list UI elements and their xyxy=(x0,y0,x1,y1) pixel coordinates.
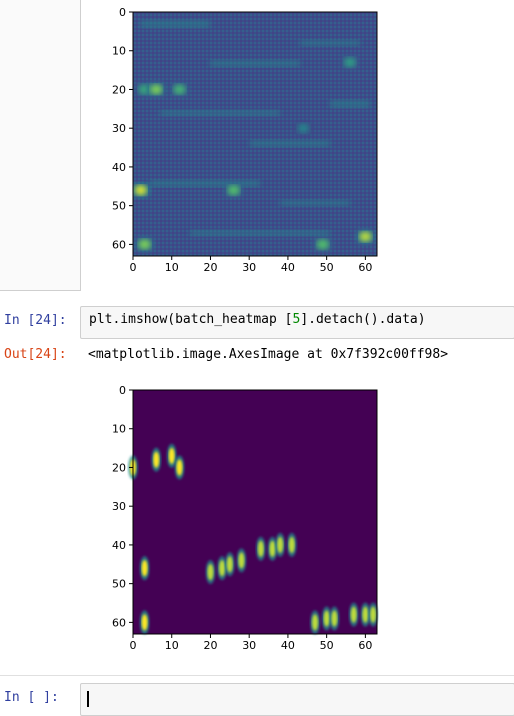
heatmap-streak xyxy=(330,100,370,108)
x-tick-label: 50 xyxy=(320,261,334,274)
x-tick-label: 30 xyxy=(242,261,256,274)
heatmap-background xyxy=(133,390,377,634)
heatmap-hotspot xyxy=(370,606,377,623)
heatmap-hotspot xyxy=(316,239,329,250)
heatmap-streak xyxy=(300,40,360,46)
x-tick-label: 20 xyxy=(203,639,217,652)
heatmap-hotspot xyxy=(173,84,186,95)
x-tick-label: 0 xyxy=(130,261,137,274)
heatmap-hotspot xyxy=(219,560,226,577)
heatmap-hotspot xyxy=(331,610,338,627)
y-tick-label: 60 xyxy=(112,616,126,629)
y-tick-label: 50 xyxy=(112,578,126,591)
text-cursor xyxy=(87,691,89,707)
heatmap-hotspot xyxy=(226,556,233,573)
heatmap-hotspot xyxy=(150,84,163,95)
heatmap-streak xyxy=(140,20,210,28)
heatmap-hotspot xyxy=(288,536,295,553)
empty-cell-input-prompt: In [ ]: xyxy=(4,690,59,705)
x-tick-label: 10 xyxy=(165,261,179,274)
heatmap-hotspot xyxy=(138,239,151,250)
plot-frame xyxy=(132,11,378,257)
heatmap-hotspot xyxy=(141,560,148,577)
cell-24-output-prompt: Out[24]: xyxy=(4,347,67,362)
y-tick-label: 40 xyxy=(112,539,126,552)
x-tick-label: 0 xyxy=(130,639,137,652)
plot-frame xyxy=(132,389,378,635)
code-index: 5 xyxy=(292,312,301,327)
y-tick-label: 0 xyxy=(119,384,126,397)
y-tick-label: 30 xyxy=(112,500,126,513)
y-tick-label: 40 xyxy=(112,161,126,174)
heatmap-hotspot xyxy=(277,536,284,553)
heatmap-hotspot xyxy=(323,610,330,627)
heatmap-streak xyxy=(280,200,350,206)
empty-cell-code-editor[interactable] xyxy=(80,683,514,716)
heatmap-hotspot xyxy=(227,185,240,196)
heatmap-streak xyxy=(210,60,300,67)
cell-24-code-editor[interactable]: plt.imshow(batch_heatmap [5].detach().da… xyxy=(80,306,514,339)
y-tick-label: 10 xyxy=(112,45,126,58)
cell-24-code: plt.imshow(batch_heatmap [5].detach().da… xyxy=(89,312,426,327)
heatmap-streak xyxy=(160,110,280,116)
x-tick-label: 60 xyxy=(358,639,372,652)
x-tick-label: 40 xyxy=(281,639,295,652)
x-tick-label: 40 xyxy=(281,261,295,274)
cell-divider xyxy=(0,675,514,676)
cell-24-input-prompt: In [24]: xyxy=(4,313,67,328)
heatmap-hotspot xyxy=(153,451,160,468)
y-tick-label: 10 xyxy=(112,423,126,436)
code-suffix: ].detach().data) xyxy=(300,312,426,327)
x-tick-label: 10 xyxy=(165,639,179,652)
heatmap-hotspot xyxy=(350,606,357,623)
heatmap-plot-previous: 0 10 20 30 40 50 60 0 10 20 30 40 50 60 xyxy=(112,6,378,274)
heatmap-hotspot xyxy=(257,540,264,557)
code-prefix: plt.imshow(batch_heatmap [ xyxy=(89,312,293,327)
x-tick-label: 60 xyxy=(358,261,372,274)
cell-24-output-text: <matplotlib.image.AxesImage at 0x7f392c0… xyxy=(88,347,449,362)
heatmap-background xyxy=(133,12,377,256)
heatmap-hotspot xyxy=(269,540,276,557)
output-scroll-area[interactable] xyxy=(0,0,81,291)
heatmap-hotspot xyxy=(297,123,310,134)
heatmap-hotspot xyxy=(134,185,147,196)
heatmap-hotspot xyxy=(141,614,148,631)
heatmap-streak xyxy=(250,140,330,147)
heatmap-hotspot xyxy=(168,447,175,464)
heatmap-hotspot xyxy=(238,552,245,569)
heatmap-hotspot xyxy=(312,614,319,631)
y-tick-label: 20 xyxy=(112,461,126,474)
heatmap-streak xyxy=(150,180,260,187)
y-tick-label: 0 xyxy=(119,6,126,19)
x-tick-label: 30 xyxy=(242,639,256,652)
heatmap-plot-batch-5: 0 10 20 30 40 50 60 0 10 20 30 40 50 60 xyxy=(112,384,378,652)
y-tick-label: 20 xyxy=(112,83,126,96)
y-tick-label: 30 xyxy=(112,122,126,135)
heatmap-hotspot xyxy=(207,564,214,581)
heatmap-hotspot xyxy=(176,459,183,476)
x-tick-label: 50 xyxy=(320,639,334,652)
heatmap-hotspot xyxy=(362,606,369,623)
heatmap-hotspot xyxy=(359,231,372,242)
x-tick-label: 20 xyxy=(203,261,217,274)
heatmap-hotspot xyxy=(343,57,356,68)
y-tick-label: 50 xyxy=(112,200,126,213)
heatmap-streak xyxy=(190,230,330,236)
y-tick-label: 60 xyxy=(112,238,126,251)
